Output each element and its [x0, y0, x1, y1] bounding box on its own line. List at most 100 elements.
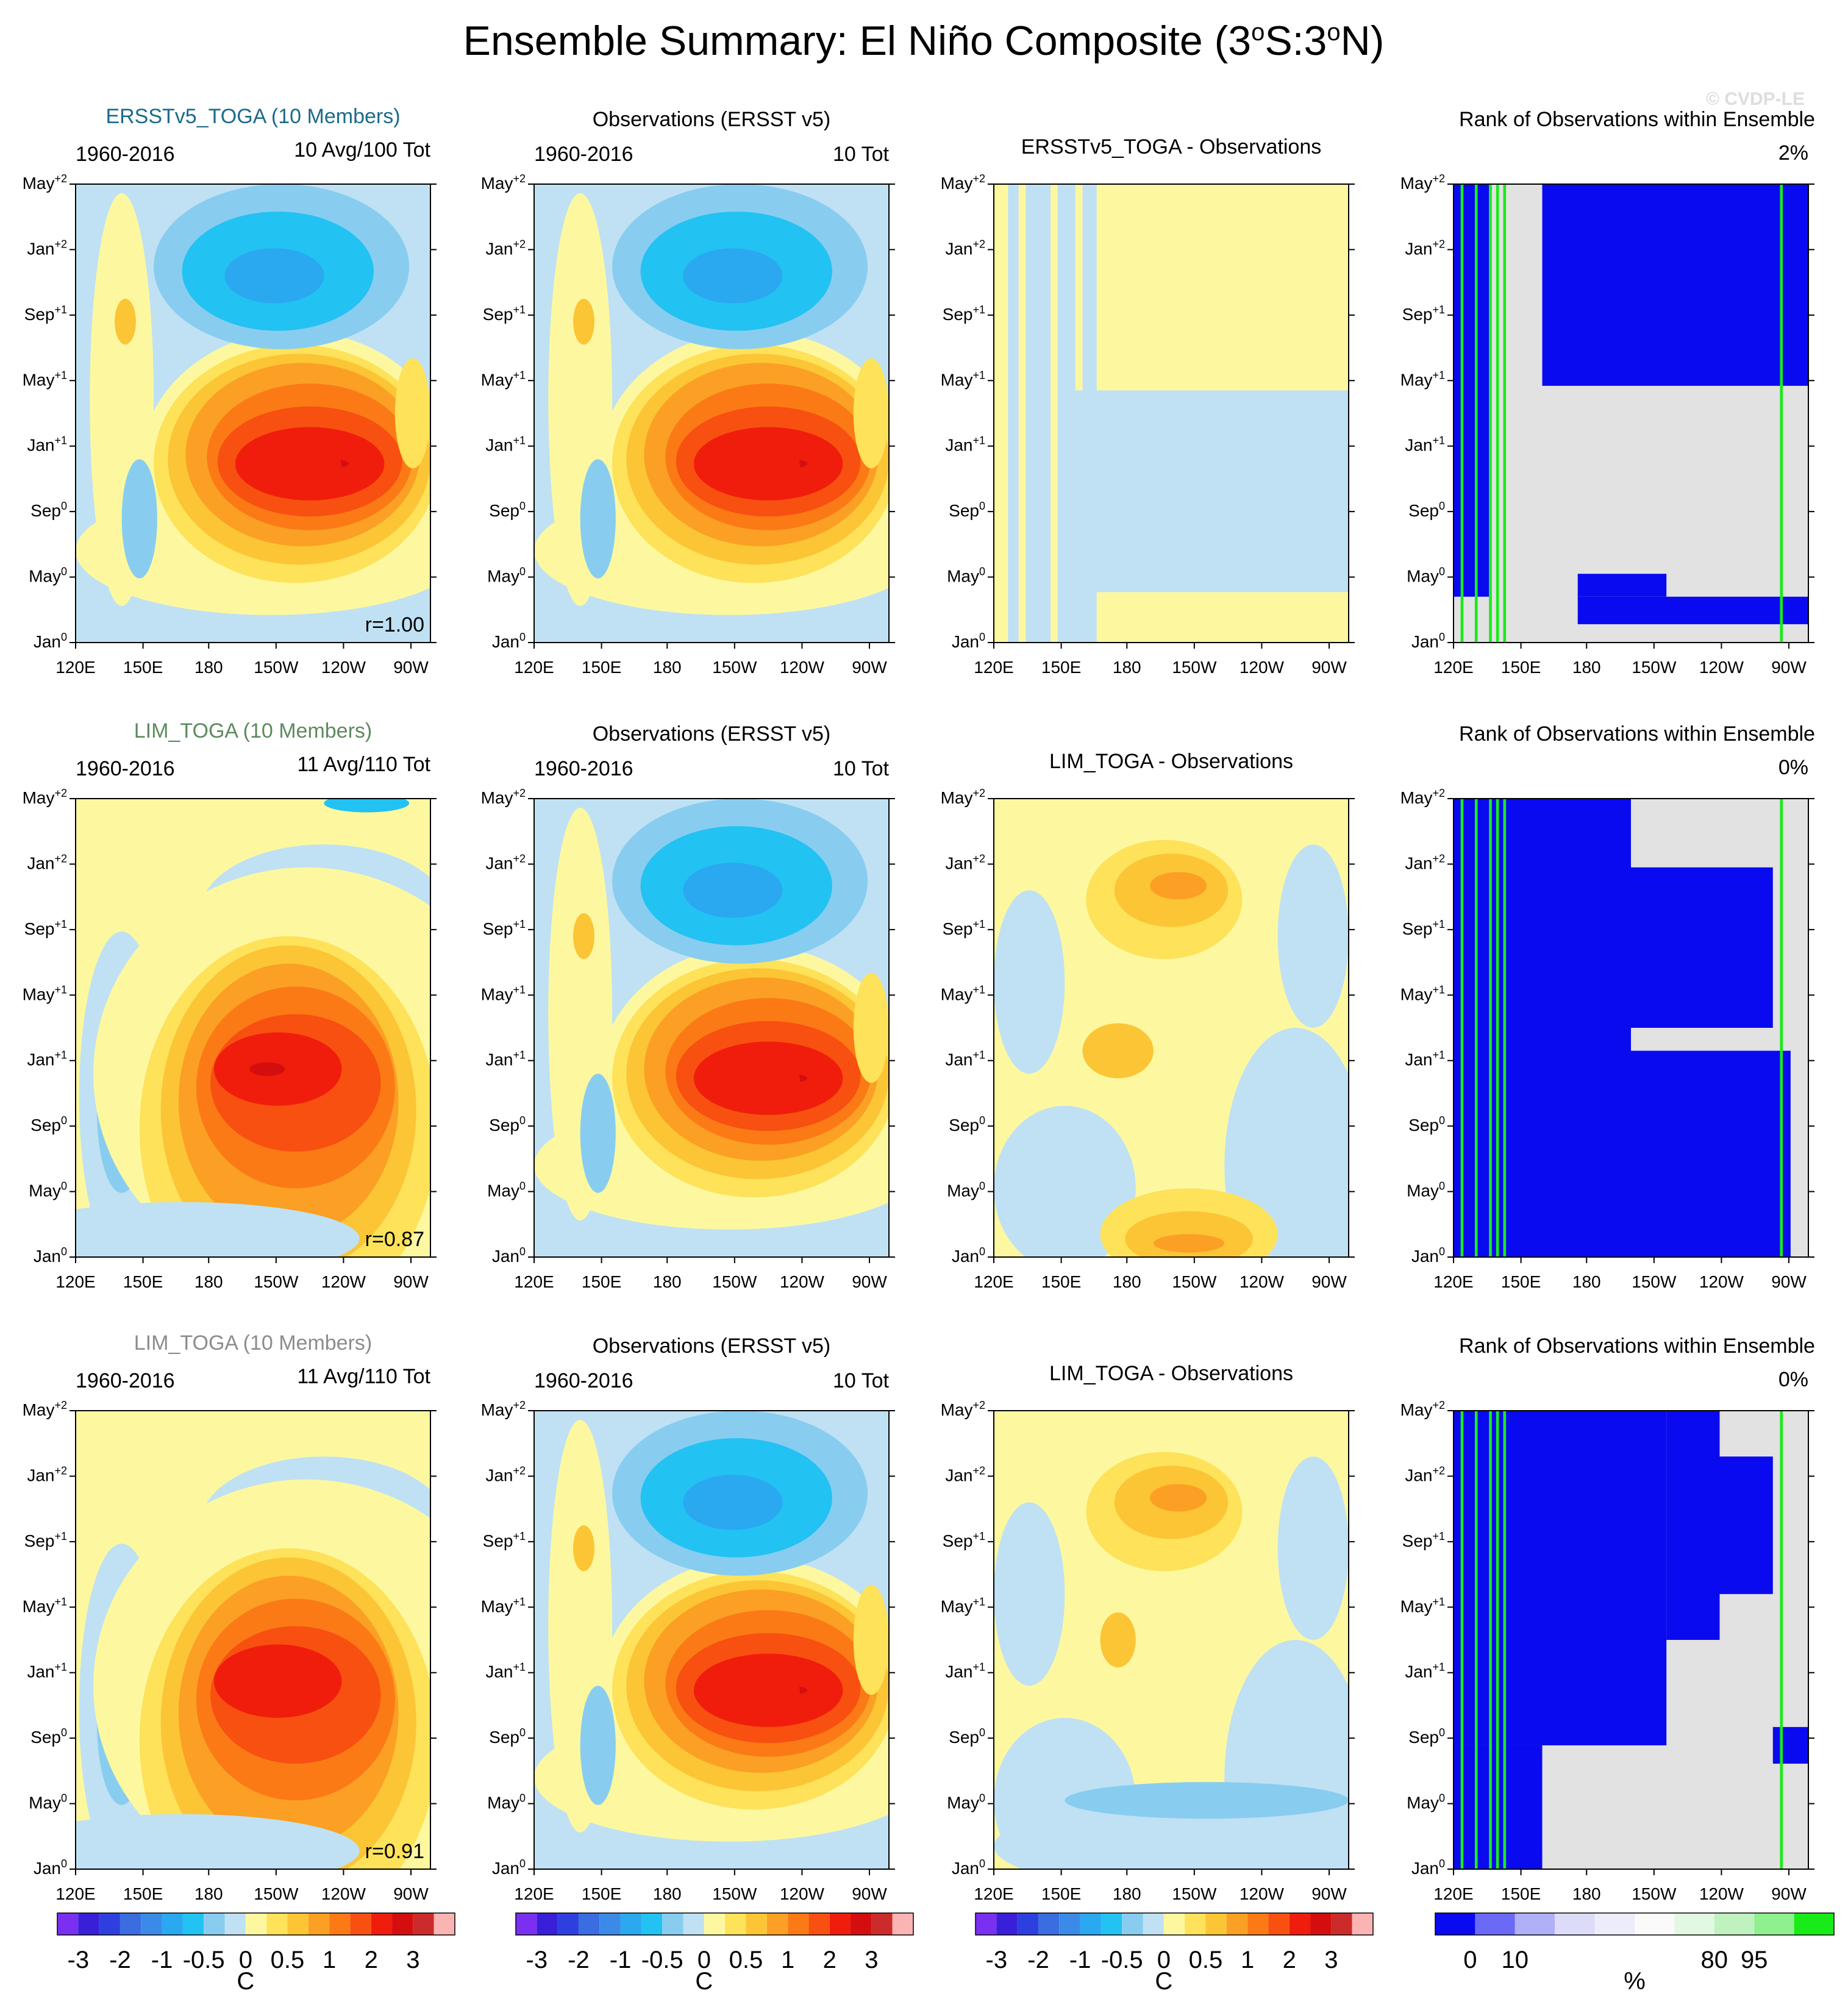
- member-count: 10 Tot: [833, 1369, 890, 1392]
- colorbar-swatch: [1352, 1913, 1373, 1935]
- x-tick-label: 120E: [514, 658, 554, 677]
- panel-frame: [1453, 1410, 1809, 1870]
- y-tick-label: May+1: [1400, 369, 1445, 389]
- y-tick-label: Jan0: [34, 1245, 67, 1266]
- y-tick-label: Jan+1: [485, 435, 526, 455]
- x-tick-label: 150E: [1041, 658, 1081, 677]
- y-tick-label: Sep+1: [24, 1530, 67, 1550]
- x-tick-label: 120E: [514, 1272, 554, 1291]
- colorbar-swatch: [1435, 1913, 1475, 1935]
- y-tick-label: May0: [29, 1792, 67, 1812]
- y-tick-label: May+2: [941, 173, 985, 193]
- y-tick-label: May+1: [941, 1595, 985, 1616]
- colorbar-label: 3: [406, 1947, 419, 1973]
- panel-frame: [533, 1410, 890, 1870]
- colorbar-frame: [57, 1912, 455, 1936]
- colorbar-swatch: [162, 1913, 183, 1935]
- figure-title: Ensemble Summary: El Niño Composite (3oS…: [463, 18, 1385, 64]
- y-tick-label: May0: [29, 566, 67, 586]
- y-tick-label: Jan0: [952, 1245, 985, 1266]
- x-tick-label: 90W: [1771, 658, 1807, 677]
- panel-r2-rank: May+2 Jan+2 Sep+1 May+1 Jan+1 Sep0 May0 Jan0 120…: [1400, 722, 1815, 1291]
- panel-frame: [993, 183, 1349, 643]
- axes: May+2 Jan+2 Sep+1 May+1 Jan+1 Sep0 May0 Jan0 120…: [23, 787, 437, 1291]
- panel-frame: [75, 1410, 431, 1870]
- y-tick-label: Sep+1: [24, 304, 67, 324]
- pattern-correlation: r=0.87: [365, 1228, 424, 1251]
- y-tick-label: May0: [947, 1180, 985, 1200]
- pattern-correlation: r=1.00: [365, 613, 424, 636]
- y-tick-label: Sep+1: [943, 304, 985, 324]
- x-tick-label: 150E: [123, 1884, 163, 1903]
- x-tick-label: 180: [1572, 1272, 1601, 1291]
- x-tick-label: 150E: [1501, 658, 1541, 677]
- x-tick-label: 120W: [1699, 1272, 1744, 1291]
- y-tick-label: May+2: [23, 787, 67, 807]
- y-tick-label: Jan+1: [27, 1661, 67, 1681]
- member-count: 11 Avg/110 Tot: [297, 1365, 430, 1388]
- x-tick-label: 120E: [1433, 658, 1473, 677]
- colorbar-swatch: [329, 1913, 351, 1935]
- x-tick-label: 120W: [1240, 658, 1285, 677]
- period: 1960-2016: [534, 1369, 633, 1392]
- x-tick-label: 120W: [1699, 658, 1744, 677]
- panel-r1-diff: May+2 Jan+2 Sep+1 May+1 Jan+1 Sep0 May0 Jan0 120…: [941, 135, 1355, 677]
- x-tick-label: 150W: [1632, 1884, 1677, 1903]
- colorbar-swatch: [557, 1913, 579, 1935]
- rank-title: Rank of Observations within Ensemble: [1459, 108, 1815, 131]
- colorbar-label: 2: [1283, 1947, 1296, 1973]
- period: 1960-2016: [76, 757, 175, 780]
- x-tick-label: 180: [1572, 1884, 1601, 1903]
- colorbar-swatch: [433, 1913, 455, 1935]
- axes: May+2 Jan+2 Sep+1 May+1 Jan+1 Sep0 May0 Jan0 120…: [23, 173, 437, 677]
- x-tick-label: 90W: [1771, 1884, 1807, 1903]
- y-tick-label: Sep+1: [1402, 918, 1445, 938]
- axes: May+2 Jan+2 Sep+1 May+1 Jan+1 Sep0 May0 Jan0 120…: [1400, 1399, 1814, 1903]
- colorbar-label: -1: [151, 1947, 173, 1973]
- colorbar-swatch: [413, 1913, 434, 1935]
- panel-field: [534, 799, 889, 1257]
- colorbar-label: -2: [1027, 1947, 1049, 1973]
- panel-frame: [533, 183, 890, 643]
- x-tick-label: 120E: [1433, 1884, 1473, 1903]
- y-tick-label: Sep+1: [483, 918, 526, 938]
- colorbar-label: -2: [109, 1947, 131, 1973]
- panel-r2-diff: May+2 Jan+2 Sep+1 May+1 Jan+1 Sep0 May0 Jan0 120…: [941, 750, 1355, 1291]
- x-tick-label: 150E: [1501, 1272, 1541, 1291]
- y-tick-label: May+2: [941, 787, 985, 807]
- colorbar-swatch: [1475, 1913, 1515, 1935]
- y-tick-label: May+2: [23, 173, 67, 193]
- colorbar-obs: -3 -2 -1 -0.5 0 0.5 1 2 3 C: [515, 1912, 914, 1995]
- colorbar-frame: [515, 1912, 914, 1936]
- panel-r3-diff: May+2 Jan+2 Sep+1 May+1 Jan+1 Sep0 May0 Jan0 120…: [941, 1362, 1355, 1903]
- y-tick-label: May+2: [481, 787, 526, 807]
- colorbar-swatch: [1122, 1913, 1143, 1935]
- y-tick-label: Jan0: [492, 1245, 526, 1266]
- axes: May+2 Jan+2 Sep+1 May+1 Jan+1 Sep0 May0 Jan0 120…: [481, 1399, 895, 1903]
- panel-r3-model: May+2 Jan+2 Sep+1 May+1 Jan+1 Sep0 May0 Jan0 120…: [23, 1331, 437, 1903]
- colorbar-swatch: [766, 1913, 788, 1935]
- x-tick-label: 120E: [974, 1884, 1013, 1903]
- y-tick-label: Jan+1: [1405, 1049, 1445, 1069]
- axes: May+2 Jan+2 Sep+1 May+1 Jan+1 Sep0 May0 Jan0 120…: [941, 787, 1355, 1291]
- axes: May+2 Jan+2 Sep+1 May+1 Jan+1 Sep0 May0 Jan0 120…: [23, 1399, 437, 1903]
- x-tick-label: 180: [1113, 1272, 1141, 1291]
- diff-title: LIM_TOGA - Observations: [1049, 750, 1293, 773]
- y-tick-label: Jan0: [34, 631, 67, 651]
- panel-frame: [75, 183, 431, 643]
- panel-frame: [1453, 798, 1809, 1258]
- y-tick-label: May0: [29, 1180, 67, 1200]
- panel-r1-obs: May+2 Jan+2 Sep+1 May+1 Jan+1 Sep0 May0 Jan0 120…: [481, 108, 895, 677]
- colorbar-label: 0.5: [729, 1947, 763, 1973]
- y-tick-label: Sep0: [30, 1114, 67, 1135]
- colorbar-label: 1: [781, 1947, 794, 1973]
- x-tick-label: 120E: [55, 1884, 95, 1903]
- y-tick-label: Jan+1: [27, 435, 67, 455]
- y-tick-label: Sep0: [489, 500, 526, 520]
- watermark: © CVDP-LE: [1706, 89, 1805, 109]
- colorbar-swatch: [641, 1913, 663, 1935]
- x-tick-label: 90W: [1311, 658, 1347, 677]
- colorbar-swatch: [1017, 1913, 1038, 1935]
- colorbar-swatch: [578, 1913, 600, 1935]
- x-tick-label: 120W: [321, 1272, 366, 1291]
